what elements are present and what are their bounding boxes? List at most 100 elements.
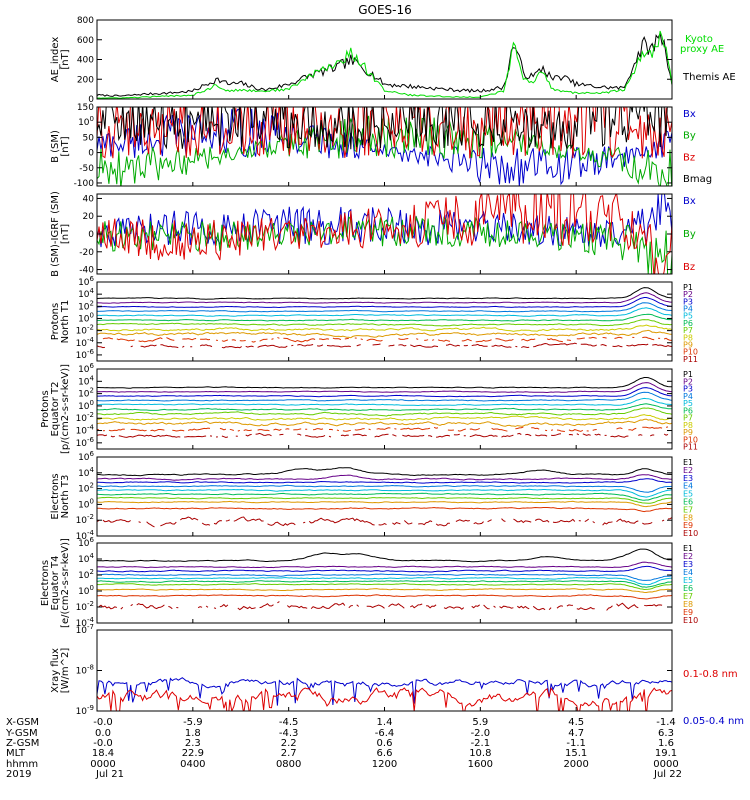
x-row-value: 2.3 [185,738,201,749]
legend-item: 0.05-0.4 nm [683,716,744,727]
x-row-value: 1.8 [185,728,201,739]
x-row-value: 4.5 [568,717,584,728]
y-axis-label: AE_index [nT] [50,37,71,83]
series-p9 [97,418,672,427]
series-p7 [97,319,672,327]
x-row-value: -6.4 [375,728,395,739]
x-row-value: 0400 [180,759,205,770]
legend-item: P2 [683,290,693,299]
x-row-mlt: MLT 18.4 22.9 2.7 6.6 10.8 15.1 19.1 [6,748,677,759]
y-axis-label: Protons North T1 [50,300,71,344]
legend-item: E3 [683,560,693,569]
x-row-z-gsm: Z-GSM -0.0 2.3 2.2 0.6 -2.1 -1.1 1.6 [6,738,674,749]
y-tick-label: 100 [78,311,94,324]
y-axis-label: Electrons North T3 [50,473,71,519]
series-group [97,548,672,611]
legend-item: Bz [683,152,695,163]
legend-item: P1 [683,370,693,379]
series-group [97,467,672,528]
y-axis-label: Protons Equator T2 [p/(cm2-s-sr-keV)] [40,364,71,454]
y-tick-label: 10-8 [76,664,94,677]
y-tick-label: 10-2 [76,411,94,424]
panel-frame [96,19,673,100]
legend-item: P8 [683,421,693,430]
y-tick-label: 20 [83,212,95,222]
panel-bsm: -100 -50 0 50 100 150 B (SM) [nT] Bx By Bz Bmag [50,103,712,189]
series-e5 [97,488,672,498]
y-label-line: [nT] [60,136,71,156]
y-tick-label: 10-7 [76,623,94,636]
y-tick-label: 106 [78,362,94,375]
y-tick-label: 10-4 [76,424,95,437]
legend-item: 0.1-0.8 nm [683,669,738,680]
series-group [97,287,672,349]
y-tick-label: 0 [88,95,94,105]
x-row-value: 0800 [276,759,301,770]
legend-item: E5 [683,490,693,499]
x-date-start: Jul 21 [95,769,124,780]
y-label-line: B (SM) [50,130,61,163]
series-e3 [97,478,672,484]
legend: Bx By Bz [683,196,696,273]
series-bz [97,107,672,159]
series-p1 [97,377,672,389]
y-tick-label: 200 [77,75,94,85]
x-row-value: 1.6 [658,738,674,749]
x-row-value: -2.0 [471,728,491,739]
series-e6 [97,580,672,588]
legend-item: E10 [683,529,698,538]
series-bmag [97,107,668,150]
x-row-value: 1200 [372,759,397,770]
legend-item: P4 [683,305,693,314]
legend-item: E7 [683,505,693,514]
y-label-line: Protons [50,303,61,340]
series-p1 [97,287,672,300]
series-p3 [97,387,672,398]
y-label-line: [p/(cm2-s-sr-keV)] [60,364,71,454]
legend-item: E1 [683,544,693,553]
series-bz [97,194,672,274]
y-tick-label: 50 [83,133,95,143]
y-tick-label: 10-4 [76,529,95,542]
x-row-value: 0000 [653,759,678,770]
series-e7 [97,582,672,591]
legend-item: P3 [683,297,693,306]
y-axis-label: B (SM)-IGRF (SM) [nT] [50,191,71,277]
legend: 0.1-0.8 nm 0.05-0.4 nm [683,669,744,727]
legend-item: Kyoto [685,34,713,45]
y-tick-label: 102 [78,387,94,400]
panel-frame [96,368,673,450]
x-row-value: 4.7 [568,728,584,739]
series-p10 [102,336,672,343]
y-tick-label: 600 [77,36,94,46]
legend-item: P4 [683,392,693,401]
y-label-line: North T1 [60,300,71,344]
y-tick-label: 106 [78,536,94,549]
legend-item: P6 [683,406,693,415]
series-kyoto-proxy-ae [97,30,672,99]
legend-item: Bz [683,262,695,273]
legend-item: P5 [683,399,693,408]
y-label-line: Electrons [50,473,61,519]
series-p11 [97,342,672,349]
series-e10 [99,602,672,611]
y-tick-label: -100 [74,179,95,189]
series-p8 [97,414,672,421]
x-row-value: -2.1 [471,738,491,749]
y-tick-label: 102 [78,299,94,312]
series-e10 [97,516,672,528]
x-row-value: 2000 [563,759,588,770]
y-tick-label: 100 [78,399,94,412]
series-e9 [97,506,672,513]
legend-item: P11 [683,443,698,452]
legend-item: Bmag [683,174,712,185]
legend-item: P5 [683,312,693,321]
legend-item: P3 [683,385,693,394]
series-e8 [97,500,672,508]
x-row-value: 19.1 [655,748,677,759]
y-tick-label: 10-2 [76,324,94,337]
legend-item: E7 [683,592,693,601]
y-tick-label: 10-9 [76,704,94,717]
